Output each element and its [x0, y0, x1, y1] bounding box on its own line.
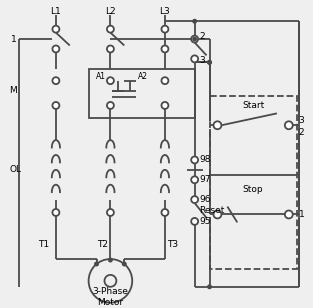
- Circle shape: [53, 102, 59, 109]
- Circle shape: [162, 102, 168, 109]
- Circle shape: [162, 209, 168, 216]
- Circle shape: [107, 102, 114, 109]
- Circle shape: [191, 55, 198, 62]
- Text: 2: 2: [200, 32, 205, 41]
- Bar: [89, 69, 195, 118]
- Text: 3: 3: [200, 56, 205, 65]
- Text: OL: OL: [9, 165, 21, 174]
- Circle shape: [53, 209, 59, 216]
- Text: A2: A2: [138, 72, 148, 81]
- Text: 3-Phase
Motor: 3-Phase Motor: [92, 287, 128, 306]
- Text: L2: L2: [105, 7, 116, 16]
- Text: 1: 1: [11, 34, 17, 43]
- Circle shape: [191, 218, 198, 225]
- Circle shape: [192, 37, 197, 42]
- Text: Stop: Stop: [243, 185, 264, 194]
- Circle shape: [285, 210, 293, 218]
- Circle shape: [162, 26, 168, 33]
- Circle shape: [192, 19, 197, 24]
- Circle shape: [53, 26, 59, 33]
- Text: T1: T1: [38, 240, 49, 249]
- Text: 2: 2: [299, 128, 304, 137]
- Circle shape: [207, 60, 212, 65]
- Text: 96: 96: [200, 195, 211, 204]
- Text: Reset: Reset: [200, 206, 225, 215]
- Circle shape: [162, 77, 168, 84]
- Circle shape: [122, 261, 127, 266]
- Text: M: M: [9, 86, 17, 95]
- Circle shape: [53, 77, 59, 84]
- Text: 1: 1: [299, 210, 305, 219]
- Text: Start: Start: [242, 101, 264, 110]
- Circle shape: [191, 36, 198, 43]
- Circle shape: [213, 210, 221, 218]
- Circle shape: [107, 77, 114, 84]
- Circle shape: [108, 257, 113, 262]
- Text: 95: 95: [200, 217, 211, 226]
- Text: A1: A1: [95, 72, 105, 81]
- Circle shape: [53, 46, 59, 52]
- Circle shape: [107, 46, 114, 52]
- Text: T3: T3: [167, 240, 178, 249]
- Text: L3: L3: [160, 7, 170, 16]
- Circle shape: [191, 156, 198, 164]
- Circle shape: [191, 176, 198, 183]
- Circle shape: [191, 196, 198, 203]
- Text: 97: 97: [200, 175, 211, 184]
- Circle shape: [285, 121, 293, 129]
- Text: L1: L1: [50, 7, 61, 16]
- Circle shape: [162, 46, 168, 52]
- Circle shape: [207, 284, 212, 289]
- Circle shape: [94, 261, 99, 266]
- Text: T2: T2: [97, 240, 108, 249]
- Circle shape: [213, 121, 221, 129]
- Circle shape: [207, 60, 212, 65]
- Bar: [209, 95, 297, 269]
- Circle shape: [107, 209, 114, 216]
- Circle shape: [107, 26, 114, 33]
- Text: 98: 98: [200, 156, 211, 164]
- Text: 3: 3: [299, 116, 305, 125]
